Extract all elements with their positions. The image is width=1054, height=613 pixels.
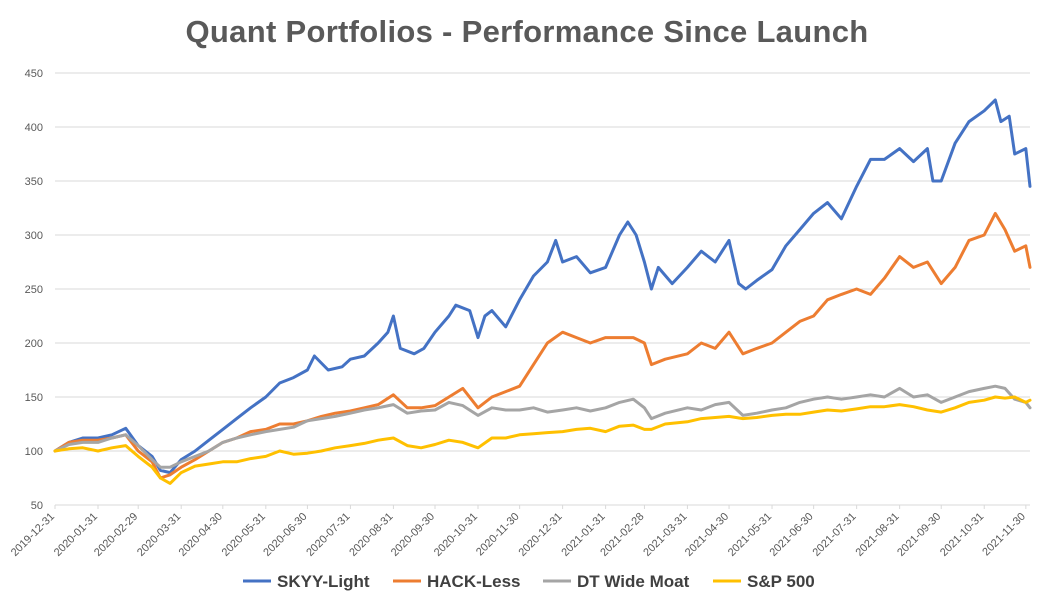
series-line-s-p-500	[53, 395, 1032, 485]
x-tick-label: 2020-07-31	[304, 511, 352, 559]
x-tick-label: 2020-04-30	[177, 511, 225, 559]
x-tick-label: 2020-05-31	[220, 511, 268, 559]
y-tick-label: 250	[25, 284, 43, 296]
y-tick-label: 50	[31, 500, 43, 512]
y-tick-label: 200	[25, 338, 43, 350]
y-tick-label: 150	[25, 392, 43, 404]
y-tick-label: 100	[25, 446, 43, 458]
axes: 50 100 150 200 250 300 350 400 450 2019-12-31 2020…	[9, 68, 1030, 559]
y-tick-label: 350	[25, 176, 43, 188]
x-tick-label: 2020-12-31	[516, 511, 564, 559]
series-line-dt-wide-moat	[53, 384, 1032, 469]
legend-label: SKYY-Light	[277, 572, 370, 591]
y-tick-label: 450	[25, 68, 43, 80]
y-tick-label: 400	[25, 122, 43, 134]
y-tick-label: 300	[25, 230, 43, 242]
series-line-skyy-light	[53, 98, 1032, 475]
legend: SKYY-Light HACK-Less DT Wide Moat S&P 500	[243, 572, 815, 591]
x-tick-label: 2021-07-31	[810, 511, 858, 559]
chart-title: Quant Portfolios - Performance Since Lau…	[185, 14, 869, 49]
x-tick-label: 2021-04-30	[683, 511, 731, 559]
x-tick-label: 2021-08-31	[853, 511, 901, 559]
x-tick-label: 2019-12-31	[9, 511, 57, 559]
gridlines	[55, 72, 1030, 506]
x-tick-label: 2020-08-31	[347, 511, 395, 559]
legend-label: HACK-Less	[427, 572, 521, 591]
x-tick-label: 2020-11-30	[474, 511, 522, 559]
x-tick-label: 2021-05-31	[726, 511, 774, 559]
x-tick-label: 2020-10-31	[432, 511, 480, 559]
legend-label: DT Wide Moat	[577, 572, 690, 591]
legend-label: S&P 500	[747, 572, 815, 591]
x-tick-label: 2021-09-30	[895, 511, 943, 559]
x-tick-label: 2021-10-31	[938, 511, 986, 559]
x-tick-label: 2021-11-30	[980, 511, 1028, 559]
x-tick-label: 2020-09-30	[389, 511, 437, 559]
x-tick-label: 2020-02-29	[92, 511, 140, 559]
series-line-hack-less	[53, 211, 1032, 480]
x-tick-label: 2020-03-31	[135, 511, 183, 559]
x-tick-label: 2021-06-30	[767, 511, 815, 559]
series-lines	[53, 98, 1032, 485]
x-tick-label: 2020-06-30	[261, 511, 309, 559]
x-tick-label: 2021-03-31	[641, 511, 689, 559]
